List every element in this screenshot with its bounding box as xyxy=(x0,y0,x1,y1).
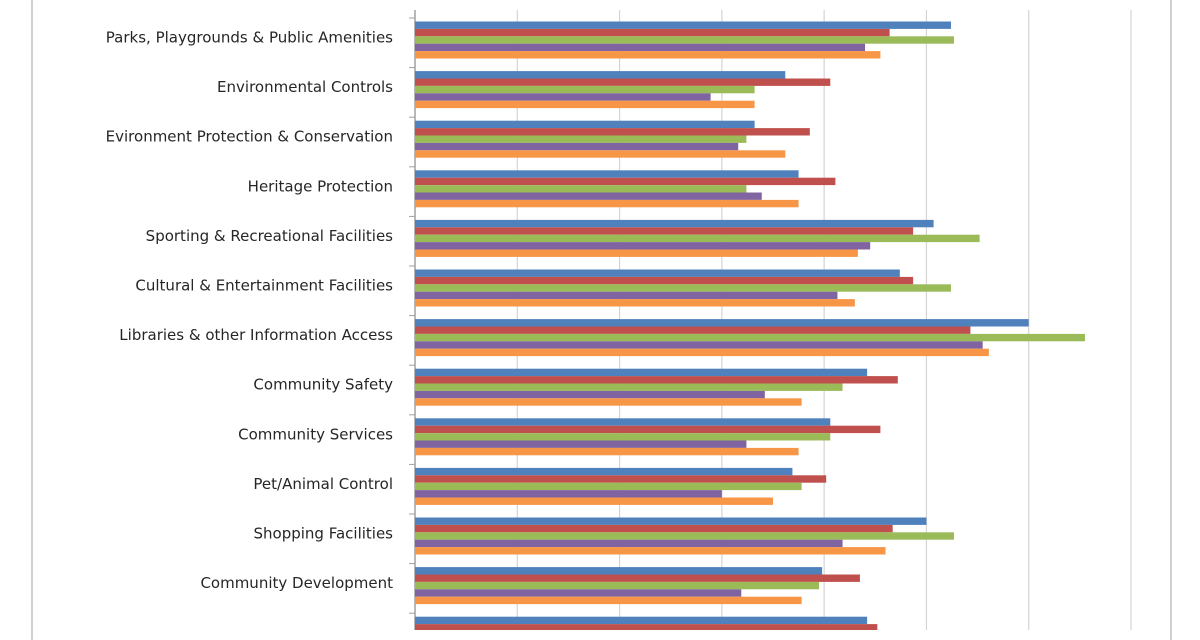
bar-4-series-0 xyxy=(415,219,934,228)
bar-2-series-2 xyxy=(415,135,747,143)
bar-9-series-1 xyxy=(415,475,827,483)
category-label: Community Services xyxy=(238,425,393,443)
bar-8-series-3 xyxy=(415,440,747,448)
bar-10-series-3 xyxy=(415,539,843,548)
category-label: Evironment Protection & Conservation xyxy=(106,128,393,146)
bar-6-series-0 xyxy=(415,319,1029,327)
bar-7-series-4 xyxy=(415,398,802,406)
bar-3-series-2 xyxy=(415,185,747,193)
category-label: Community Safety xyxy=(253,376,393,394)
bar-8-series-4 xyxy=(415,447,799,456)
category-label: Pet/Animal Control xyxy=(253,475,393,493)
bar-1-series-0 xyxy=(415,71,786,79)
bar-10-series-2 xyxy=(415,532,955,540)
bar-0-series-0 xyxy=(415,21,951,29)
category-label: Cultural & Entertainment Facilities xyxy=(135,277,393,295)
category-label: Sporting & Recreational Facilities xyxy=(146,227,394,245)
bar-9-series-0 xyxy=(415,467,793,476)
bar-11-series-0 xyxy=(415,567,823,575)
bar-0-series-3 xyxy=(415,43,866,52)
bar-3-series-0 xyxy=(415,170,799,178)
bar-10-series-4 xyxy=(415,547,886,555)
bar-8-series-1 xyxy=(415,425,881,434)
bar-2-series-4 xyxy=(415,150,786,158)
bar-1-series-3 xyxy=(415,93,711,101)
bar-0-series-4 xyxy=(415,51,881,59)
bar-1-series-4 xyxy=(415,100,755,109)
bar-5-series-2 xyxy=(415,284,951,292)
bar-4-series-2 xyxy=(415,234,980,243)
bar-7-series-2 xyxy=(415,383,843,391)
bar-10-series-0 xyxy=(415,517,927,525)
bar-4-series-3 xyxy=(415,242,871,250)
category-label: Community Development xyxy=(200,574,393,592)
bar-9-series-4 xyxy=(415,497,773,505)
bar-11-series-2 xyxy=(415,581,820,590)
bar-5-series-1 xyxy=(415,276,914,285)
bar-9-series-2 xyxy=(415,482,802,491)
bar-8-series-0 xyxy=(415,418,831,426)
category-label: Libraries & other Information Access xyxy=(119,326,393,344)
bar-11-series-3 xyxy=(415,589,742,597)
bar-3-series-3 xyxy=(415,192,762,200)
category-label: Heritage Protection xyxy=(248,177,393,195)
bar-4-series-1 xyxy=(415,227,914,235)
bar-12-series-0 xyxy=(415,616,868,625)
bar-12-series-1 xyxy=(415,624,878,630)
bar-3-series-4 xyxy=(415,199,799,208)
bar-5-series-4 xyxy=(415,299,855,307)
bar-5-series-0 xyxy=(415,269,900,277)
bar-6-series-1 xyxy=(415,326,971,334)
bar-9-series-3 xyxy=(415,490,722,498)
bar-2-series-0 xyxy=(415,120,755,129)
bar-7-series-1 xyxy=(415,376,898,384)
bar-11-series-4 xyxy=(415,596,802,605)
bar-0-series-1 xyxy=(415,28,890,37)
chart-frame xyxy=(31,0,1172,640)
bar-0-series-2 xyxy=(415,36,955,44)
bar-2-series-3 xyxy=(415,142,739,151)
bar-4-series-4 xyxy=(415,249,858,257)
bar-7-series-3 xyxy=(415,390,765,399)
bar-10-series-1 xyxy=(415,524,893,533)
bar-5-series-3 xyxy=(415,291,838,300)
category-label: Environmental Controls xyxy=(217,78,393,96)
bar-8-series-2 xyxy=(415,433,831,441)
bar-1-series-2 xyxy=(415,85,755,94)
bar-2-series-1 xyxy=(415,128,810,136)
bar-11-series-1 xyxy=(415,574,860,582)
category-label: Parks, Playgrounds & Public Amenities xyxy=(106,29,393,47)
bar-6-series-2 xyxy=(415,333,1085,342)
bar-6-series-4 xyxy=(415,348,989,357)
bar-7-series-0 xyxy=(415,368,868,377)
bar-1-series-1 xyxy=(415,78,831,86)
bar-6-series-3 xyxy=(415,341,983,349)
bar-3-series-1 xyxy=(415,177,836,186)
category-label: Shopping Facilities xyxy=(254,525,394,543)
